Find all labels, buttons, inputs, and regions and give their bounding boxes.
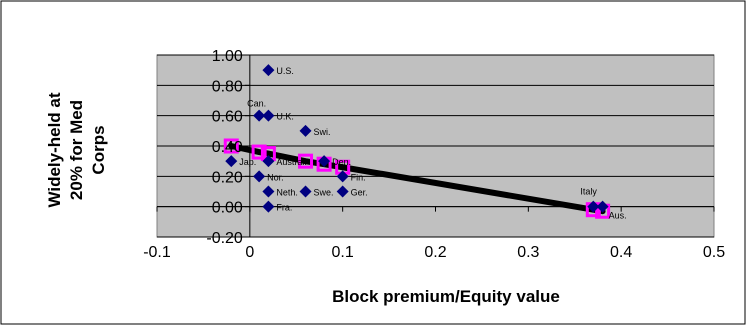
country-points: U.S. Can. U.K. Swi. Den. Jap. Austral. Fin. Nor.…	[225, 64, 627, 221]
y-tick-label: 1.00	[212, 48, 243, 65]
data-point-label: Can.	[247, 99, 266, 109]
fit-marker	[298, 153, 314, 169]
data-point-diamond	[253, 170, 266, 183]
x-tick-label: 0	[245, 244, 254, 261]
y-tick-label: -0.20	[206, 230, 243, 247]
y-axis-title-line: 20% for Med	[67, 100, 86, 200]
data-point-diamond	[336, 170, 349, 183]
data-point-diamond	[262, 185, 275, 198]
y-axis-title-line: Widely-held at	[45, 92, 64, 207]
data-point-diamond	[299, 124, 312, 137]
data-point-label: Aus.	[609, 211, 627, 221]
data-point-label: Swi.	[314, 127, 331, 137]
x-tick-label: 0.4	[610, 244, 632, 261]
x-axis-title: Block premium/Equity value	[332, 287, 560, 306]
data-point-diamond	[262, 64, 275, 77]
data-point-label: Jap.	[239, 157, 256, 167]
data-point-label: Swe.	[314, 188, 334, 198]
data-point-label: U.K.	[276, 112, 294, 122]
data-point-diamond	[318, 155, 331, 168]
x-tick-label: 0.1	[332, 244, 354, 261]
y-tick-label: 0.40	[212, 139, 243, 156]
y-tick-label: 0.60	[212, 109, 243, 126]
y-tick-label: 0.20	[212, 169, 243, 186]
x-tick-label: 0.2	[424, 244, 446, 261]
data-point-label: Fin.	[351, 172, 366, 182]
data-point-label: Austral.	[276, 157, 307, 167]
y-axis-title-line: Corps	[89, 125, 108, 174]
tick-labels: -0.20 0.00 0.20 0.40 0.60 0.80 1.00 -0.1 0 0.1 0.2…	[143, 48, 725, 261]
x-tick-label: -0.1	[143, 244, 171, 261]
data-point-label: Den.	[332, 157, 351, 167]
x-tick-label: 0.3	[517, 244, 539, 261]
data-point-diamond	[596, 200, 609, 213]
y-tick-label: 0.80	[212, 78, 243, 95]
data-point-diamond	[336, 185, 349, 198]
data-point-diamond	[225, 155, 238, 168]
fit-marker	[251, 144, 267, 160]
data-point-diamond	[262, 200, 275, 213]
x-tick-label: 0.5	[703, 244, 725, 261]
data-point-label: Neth.	[276, 188, 298, 198]
axes	[156, 54, 715, 238]
data-point-label: U.S.	[276, 66, 294, 76]
data-point-diamond	[587, 200, 600, 213]
data-point-diamond	[299, 185, 312, 198]
fit-marker	[223, 138, 239, 154]
data-point-label: Fra.	[276, 203, 292, 213]
data-point-diamond	[262, 155, 275, 168]
data-point-diamond	[262, 109, 275, 122]
data-point-diamond	[253, 109, 266, 122]
data-point-label: Ger.	[351, 188, 368, 198]
fit-line	[228, 143, 606, 215]
data-point-label: Nor.	[267, 172, 284, 182]
y-axis-title: Widely-held at 20% for Med Corps	[45, 92, 108, 207]
y-tick-label: 0.00	[212, 200, 243, 217]
data-point-label: Italy	[580, 187, 597, 197]
